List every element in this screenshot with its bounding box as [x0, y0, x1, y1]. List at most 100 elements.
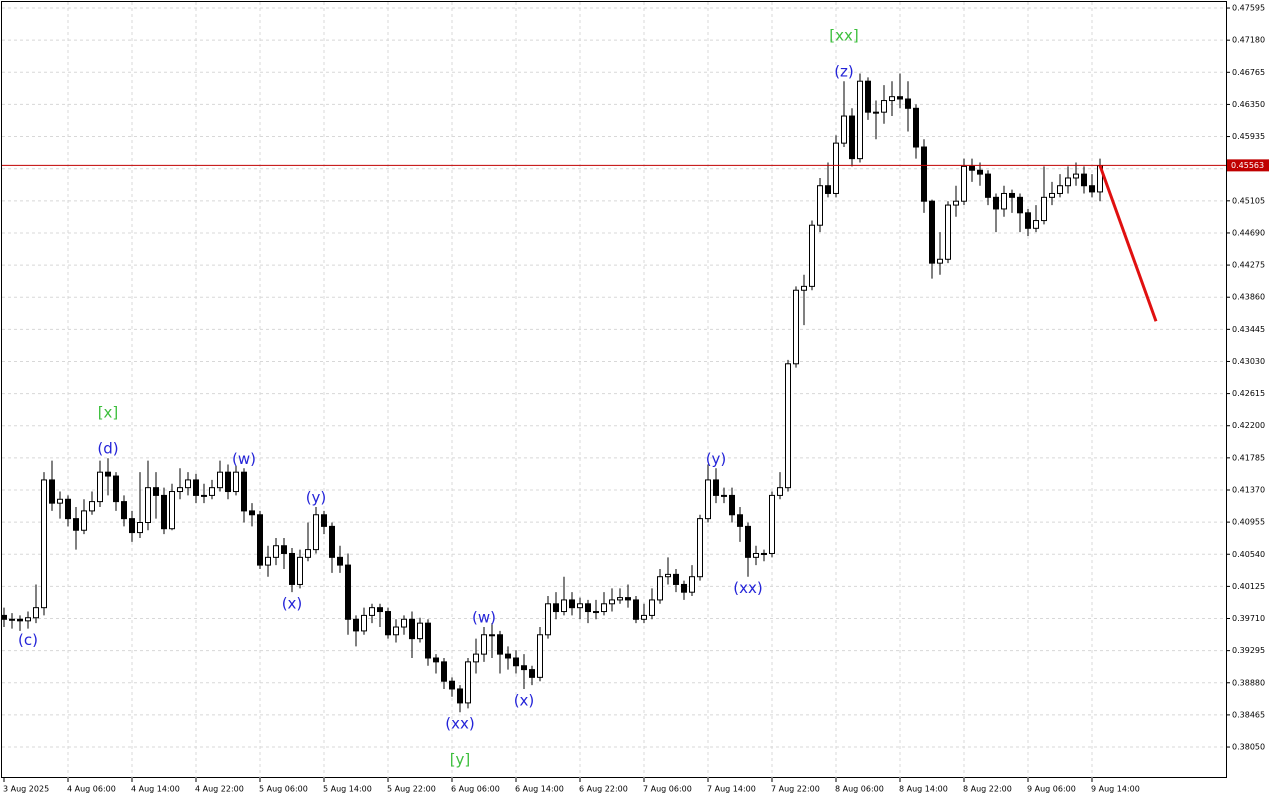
candle-body	[81, 510, 87, 531]
candle-body	[105, 471, 111, 477]
candle-body	[553, 603, 559, 613]
candle-body	[937, 258, 943, 264]
candle-body	[905, 98, 911, 109]
wave-label: (y)	[706, 450, 727, 468]
y-tick-label: 0.47180	[1232, 36, 1265, 45]
candle-body	[265, 556, 271, 566]
x-tick-label: 6 Aug 06:00	[451, 785, 500, 794]
candle-body	[273, 545, 279, 558]
wave-label: [xx]	[829, 27, 858, 45]
x-tick-label: 5 Aug 22:00	[387, 785, 436, 794]
grid	[2, 2, 1230, 782]
candle-body	[657, 576, 663, 601]
candle-body	[1033, 220, 1039, 229]
current-price-box	[1227, 159, 1269, 172]
x-tick-label: 6 Aug 14:00	[515, 785, 564, 794]
candle-body	[337, 556, 343, 566]
candle-body	[593, 611, 599, 614]
wave-label: [y]	[450, 751, 471, 769]
candle-body	[689, 576, 695, 593]
candle-body	[361, 614, 367, 632]
candle-body	[625, 597, 631, 601]
wave-label: (d)	[97, 440, 118, 458]
candle-body	[185, 479, 191, 489]
y-tick-label: 0.38880	[1232, 678, 1265, 687]
x-tick-label: 8 Aug 22:00	[963, 785, 1012, 794]
candle-body	[849, 115, 855, 160]
candle-body	[665, 573, 671, 578]
candle-body	[313, 514, 319, 551]
x-tick-label: 6 Aug 22:00	[579, 785, 628, 794]
y-tick-label: 0.43860	[1232, 293, 1265, 302]
y-tick-label: 0.46350	[1232, 100, 1265, 109]
y-tick-label: 0.40540	[1232, 550, 1265, 559]
candle-body	[569, 599, 575, 609]
candle-body	[1009, 192, 1015, 198]
y-tick-label: 0.45935	[1232, 132, 1265, 141]
forecast-line	[1098, 165, 1158, 322]
x-tick-label: 9 Aug 06:00	[1027, 785, 1076, 794]
candle-body	[681, 583, 687, 593]
y-tick-label: 0.40955	[1232, 518, 1265, 527]
candle-body	[89, 501, 95, 512]
current-price-label: 0.45563	[1231, 161, 1264, 170]
candle-body	[577, 603, 583, 609]
wave-label: (c)	[18, 631, 38, 649]
x-tick-label: 5 Aug 06:00	[259, 785, 308, 794]
candle-body	[529, 669, 535, 678]
candle-body	[329, 525, 335, 558]
x-tick-label: 7 Aug 22:00	[771, 785, 820, 794]
candle-body	[353, 618, 359, 632]
candle-body	[985, 173, 991, 198]
candle-body	[321, 514, 327, 527]
wave-label: (y)	[306, 489, 327, 507]
candle-body	[873, 111, 879, 114]
candle-body	[745, 525, 751, 558]
candle-body	[209, 487, 215, 496]
candle-body	[249, 510, 255, 516]
wave-label: (xx)	[445, 715, 474, 733]
candle-body	[1041, 196, 1047, 222]
candle-body	[721, 494, 727, 497]
candle-body	[473, 653, 479, 663]
candle-body	[121, 501, 127, 520]
candle-body	[97, 471, 103, 503]
y-tick-label: 0.38050	[1232, 743, 1265, 752]
x-tick-label: 5 Aug 14:00	[323, 785, 372, 794]
y-tick-label: 0.41370	[1232, 485, 1265, 494]
y-tick-label: 0.45105	[1232, 196, 1265, 205]
candle-body	[369, 607, 375, 616]
candle-body	[49, 479, 55, 504]
candle-body	[177, 487, 183, 493]
wave-label: (z)	[834, 63, 854, 81]
candle-body	[425, 622, 431, 659]
candle-body	[649, 599, 655, 616]
candle-body	[169, 491, 175, 530]
candle-body	[201, 494, 207, 497]
x-tick-label: 3 Aug 2025	[3, 785, 49, 794]
candle-body	[817, 185, 823, 226]
candle-body	[33, 607, 39, 619]
candle-body	[1057, 185, 1063, 194]
candle-body	[889, 96, 895, 102]
candle-body	[969, 165, 975, 171]
candle-body	[137, 522, 143, 534]
candle-body	[801, 285, 807, 291]
candle-body	[417, 622, 423, 640]
candle-body	[761, 552, 767, 555]
candle-body	[945, 204, 951, 260]
candle-body	[305, 549, 311, 558]
candle-body	[537, 634, 543, 678]
candle-body	[1089, 185, 1095, 193]
candle-body	[225, 471, 231, 493]
candle-body	[257, 514, 263, 566]
candle-body	[601, 603, 607, 613]
y-tick-label: 0.47595	[1232, 4, 1265, 13]
candle-body	[297, 556, 303, 585]
labels: 0.47595 0.47180 0.46765 0.46350 0.45935 0.455…	[3, 4, 1269, 794]
candle-body	[481, 634, 487, 655]
candle-body	[881, 100, 887, 113]
candle-body	[161, 494, 167, 530]
candle-body	[433, 657, 439, 663]
candle-body	[953, 200, 959, 206]
